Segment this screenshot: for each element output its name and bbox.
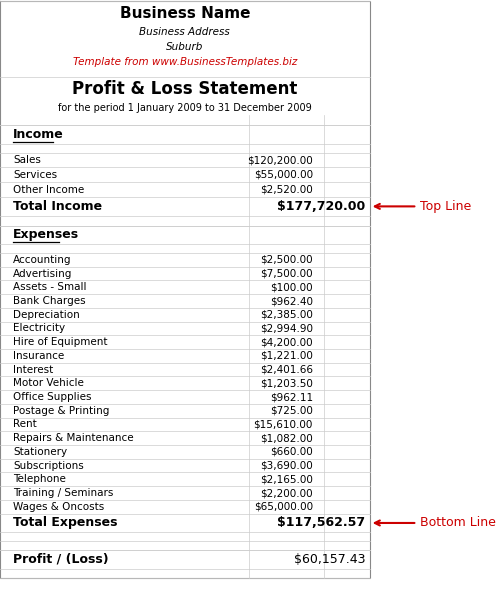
- Text: Suburb: Suburb: [166, 41, 204, 52]
- Text: Top Line: Top Line: [375, 200, 471, 213]
- Text: Depreciation: Depreciation: [13, 310, 80, 320]
- Text: $725.00: $725.00: [270, 406, 313, 416]
- Text: $55,000.00: $55,000.00: [254, 170, 313, 180]
- Text: Stationery: Stationery: [13, 447, 67, 457]
- Text: Assets - Small: Assets - Small: [13, 282, 87, 292]
- Text: Motor Vehicle: Motor Vehicle: [13, 378, 84, 388]
- Text: $117,562.57: $117,562.57: [277, 516, 366, 529]
- Text: Income: Income: [13, 128, 64, 141]
- Text: $2,401.66: $2,401.66: [260, 365, 313, 375]
- Text: $2,994.90: $2,994.90: [260, 323, 313, 333]
- Text: $660.00: $660.00: [270, 447, 313, 457]
- Text: Interest: Interest: [13, 365, 53, 375]
- Text: Wages & Oncosts: Wages & Oncosts: [13, 502, 105, 511]
- Text: $1,082.00: $1,082.00: [260, 433, 313, 443]
- Text: Accounting: Accounting: [13, 255, 72, 265]
- Text: Template from www.BusinessTemplates.biz: Template from www.BusinessTemplates.biz: [73, 57, 297, 66]
- Text: $15,610.00: $15,610.00: [253, 420, 313, 429]
- Text: $1,203.50: $1,203.50: [260, 378, 313, 388]
- Text: $100.00: $100.00: [270, 282, 313, 292]
- Text: Rent: Rent: [13, 420, 37, 429]
- Text: Insurance: Insurance: [13, 351, 64, 361]
- Text: Subscriptions: Subscriptions: [13, 461, 84, 471]
- Text: Postage & Printing: Postage & Printing: [13, 406, 110, 416]
- Text: $2,200.00: $2,200.00: [260, 488, 313, 498]
- Text: Electricity: Electricity: [13, 323, 65, 333]
- Text: Training / Seminars: Training / Seminars: [13, 488, 114, 498]
- Text: Services: Services: [13, 170, 57, 180]
- Text: Office Supplies: Office Supplies: [13, 392, 92, 402]
- Text: Hire of Equipment: Hire of Equipment: [13, 337, 108, 347]
- Text: $2,165.00: $2,165.00: [260, 474, 313, 484]
- Text: $3,690.00: $3,690.00: [260, 461, 313, 471]
- Text: Other Income: Other Income: [13, 185, 84, 195]
- Text: $962.11: $962.11: [270, 392, 313, 402]
- Text: $962.40: $962.40: [270, 296, 313, 306]
- Text: Business Address: Business Address: [139, 27, 230, 37]
- Text: Expenses: Expenses: [13, 229, 79, 242]
- Text: Bottom Line: Bottom Line: [375, 516, 496, 529]
- Text: $2,520.00: $2,520.00: [260, 185, 313, 195]
- Text: Business Name: Business Name: [120, 6, 250, 21]
- Text: $1,221.00: $1,221.00: [260, 351, 313, 361]
- Text: Repairs & Maintenance: Repairs & Maintenance: [13, 433, 134, 443]
- Text: Profit / (Loss): Profit / (Loss): [13, 553, 109, 566]
- Text: $4,200.00: $4,200.00: [260, 337, 313, 347]
- Text: Sales: Sales: [13, 155, 41, 165]
- Text: for the period 1 January 2009 to 31 December 2009: for the period 1 January 2009 to 31 Dece…: [58, 103, 312, 113]
- Text: Total Income: Total Income: [13, 200, 102, 213]
- Text: $65,000.00: $65,000.00: [254, 502, 313, 511]
- Text: $177,720.00: $177,720.00: [277, 200, 366, 213]
- Text: Total Expenses: Total Expenses: [13, 516, 118, 529]
- Text: Telephone: Telephone: [13, 474, 66, 484]
- Text: Bank Charges: Bank Charges: [13, 296, 86, 306]
- Text: $2,385.00: $2,385.00: [260, 310, 313, 320]
- Text: $7,500.00: $7,500.00: [260, 269, 313, 279]
- Text: Profit & Loss Statement: Profit & Loss Statement: [72, 80, 298, 98]
- Text: $2,500.00: $2,500.00: [260, 255, 313, 265]
- Text: Advertising: Advertising: [13, 269, 73, 279]
- Text: $120,200.00: $120,200.00: [247, 155, 313, 165]
- Text: $60,157.43: $60,157.43: [294, 553, 366, 566]
